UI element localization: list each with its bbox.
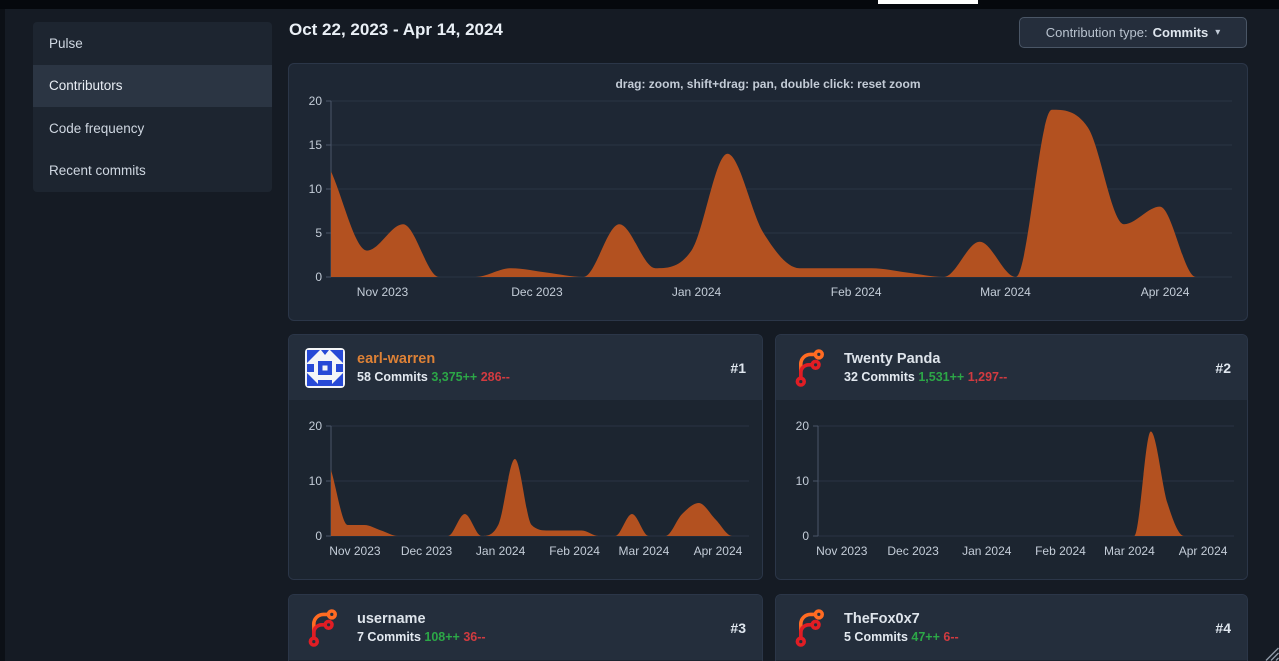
- contributor-name: username: [357, 611, 426, 627]
- contributor-name: TheFox0x7: [844, 611, 920, 627]
- svg-text:20: 20: [309, 419, 323, 433]
- contribution-type-dropdown[interactable]: Contribution type: Commits ▾: [1019, 17, 1247, 48]
- svg-text:Dec 2023: Dec 2023: [511, 285, 563, 299]
- date-range-title: Oct 22, 2023 - Apr 14, 2024: [289, 20, 503, 39]
- main-activity-chart[interactable]: 0 5 10 15 20 Nov 2023 Dec 2023 Jan 2024 Feb 2024…: [289, 64, 1247, 320]
- rank-badge: #1: [730, 359, 746, 376]
- contributor-card: username 7 Commits 108++ 36-- #3: [288, 594, 763, 661]
- svg-text:Dec 2023: Dec 2023: [401, 544, 453, 558]
- contributor-stats: 5 Commits 47++ 6--: [844, 630, 959, 644]
- contributor-stats: 32 Commits 1,531++ 1,297--: [844, 370, 1007, 384]
- contribution-type-label: Contribution type:: [1045, 25, 1148, 40]
- contributor-card: Twenty Panda 32 Commits 1,531++ 1,297-- …: [775, 334, 1248, 580]
- contributor-card: earl-warren 58 Commits 3,375++ 286-- #1 …: [288, 334, 763, 580]
- svg-text:Dec 2023: Dec 2023: [887, 544, 939, 558]
- sidebar-item-recent-commits[interactable]: Recent commits: [49, 163, 146, 179]
- deletions-count: 6--: [943, 630, 959, 644]
- rank-badge: #2: [1215, 359, 1231, 376]
- svg-text:Apr 2024: Apr 2024: [694, 544, 743, 558]
- contributor-card-header: earl-warren 58 Commits 3,375++ 286-- #1: [289, 335, 762, 400]
- rank-badge: #4: [1215, 619, 1231, 636]
- contributor-stats: 58 Commits 3,375++ 286--: [357, 370, 510, 384]
- window-left-edge: [0, 9, 5, 661]
- svg-text:10: 10: [796, 474, 810, 488]
- contributor-chart-body: 0 10 20 Nov 2023 Dec 2023 Jan 2024 Feb 2024 Mar…: [776, 400, 1247, 579]
- contributor-activity-chart[interactable]: 0 10 20 Nov 2023 Dec 2023 Jan 2024 Feb 2024 Mar…: [776, 400, 1247, 579]
- contributor-activity-chart[interactable]: 0 10 20 Nov 2023 Dec 2023 Jan 2024 Feb 2024 Mar…: [289, 400, 762, 579]
- svg-text:Mar 2024: Mar 2024: [619, 544, 670, 558]
- contributor-card: TheFox0x7 5 Commits 47++ 6-- #4: [775, 594, 1248, 661]
- forgejo-logo-avatar: [795, 348, 824, 387]
- additions-count: 1,531++: [918, 370, 965, 384]
- contributor-name[interactable]: earl-warren: [357, 351, 436, 367]
- activity-sidebar: Pulse Contributors Code frequency Recent…: [33, 22, 272, 192]
- svg-text:Nov 2023: Nov 2023: [357, 285, 409, 299]
- svg-text:Nov 2023: Nov 2023: [816, 544, 868, 558]
- top-nav-bar: [0, 0, 1279, 9]
- chart-zoom-hint: drag: zoom, shift+drag: pan, double clic…: [615, 77, 921, 91]
- svg-text:Mar 2024: Mar 2024: [1104, 544, 1155, 558]
- sidebar-item-code-frequency[interactable]: Code frequency: [49, 120, 145, 136]
- svg-text:Apr 2024: Apr 2024: [1141, 285, 1190, 299]
- active-tab-underline: [878, 0, 978, 4]
- contribution-type-value: Commits: [1152, 25, 1209, 40]
- svg-text:Nov 2023: Nov 2023: [329, 544, 381, 558]
- forgejo-logo-avatar: [308, 608, 337, 647]
- contributor-card-header: username 7 Commits 108++ 36-- #3: [289, 595, 762, 660]
- svg-text:Jan 2024: Jan 2024: [672, 285, 722, 299]
- rank-badge: #3: [730, 619, 746, 636]
- contributor-card-header: TheFox0x7 5 Commits 47++ 6-- #4: [776, 595, 1247, 660]
- svg-text:Feb 2024: Feb 2024: [831, 285, 882, 299]
- chevron-down-icon: ▾: [1215, 27, 1221, 38]
- svg-text:10: 10: [309, 182, 323, 196]
- contributor-stats: 7 Commits 108++ 36--: [357, 630, 486, 644]
- svg-text:Mar 2024: Mar 2024: [980, 285, 1031, 299]
- commit-count: 5 Commits: [844, 630, 908, 644]
- svg-text:0: 0: [315, 529, 322, 543]
- sidebar-item-contributors[interactable]: Contributors: [33, 64, 272, 107]
- deletions-count: 36--: [463, 630, 486, 644]
- svg-text:20: 20: [796, 419, 810, 433]
- sidebar-item-pulse[interactable]: Pulse: [49, 35, 83, 51]
- additions-count: 108++: [424, 630, 460, 644]
- svg-text:Jan 2024: Jan 2024: [962, 544, 1012, 558]
- contributor-chart-body: 0 10 20 Nov 2023 Dec 2023 Jan 2024 Feb 2024 Mar…: [289, 400, 762, 579]
- additions-count: 3,375++: [431, 370, 478, 384]
- contributor-card-header: Twenty Panda 32 Commits 1,531++ 1,297-- …: [776, 335, 1247, 400]
- svg-text:0: 0: [802, 529, 809, 543]
- svg-text:Jan 2024: Jan 2024: [476, 544, 526, 558]
- deletions-count: 1,297--: [967, 370, 1008, 384]
- commit-count: 7 Commits: [357, 630, 421, 644]
- svg-text:15: 15: [309, 138, 323, 152]
- main-activity-chart-panel: drag: zoom, shift+drag: pan, double clic…: [288, 63, 1248, 321]
- forgejo-logo-avatar: [795, 608, 824, 647]
- additions-count: 47++: [911, 630, 940, 644]
- svg-text:Feb 2024: Feb 2024: [1035, 544, 1086, 558]
- svg-text:10: 10: [309, 474, 323, 488]
- svg-text:5: 5: [315, 226, 322, 240]
- svg-text:20: 20: [309, 94, 323, 108]
- svg-text:Feb 2024: Feb 2024: [549, 544, 600, 558]
- commit-count: 32 Commits: [844, 370, 915, 384]
- svg-text:Apr 2024: Apr 2024: [1179, 544, 1228, 558]
- deletions-count: 286--: [480, 370, 510, 384]
- svg-text:0: 0: [315, 270, 322, 284]
- contributor-name: Twenty Panda: [844, 351, 941, 367]
- identicon-avatar[interactable]: [305, 347, 345, 388]
- window-resize-grip[interactable]: [1262, 644, 1279, 661]
- commit-count: 58 Commits: [357, 370, 428, 384]
